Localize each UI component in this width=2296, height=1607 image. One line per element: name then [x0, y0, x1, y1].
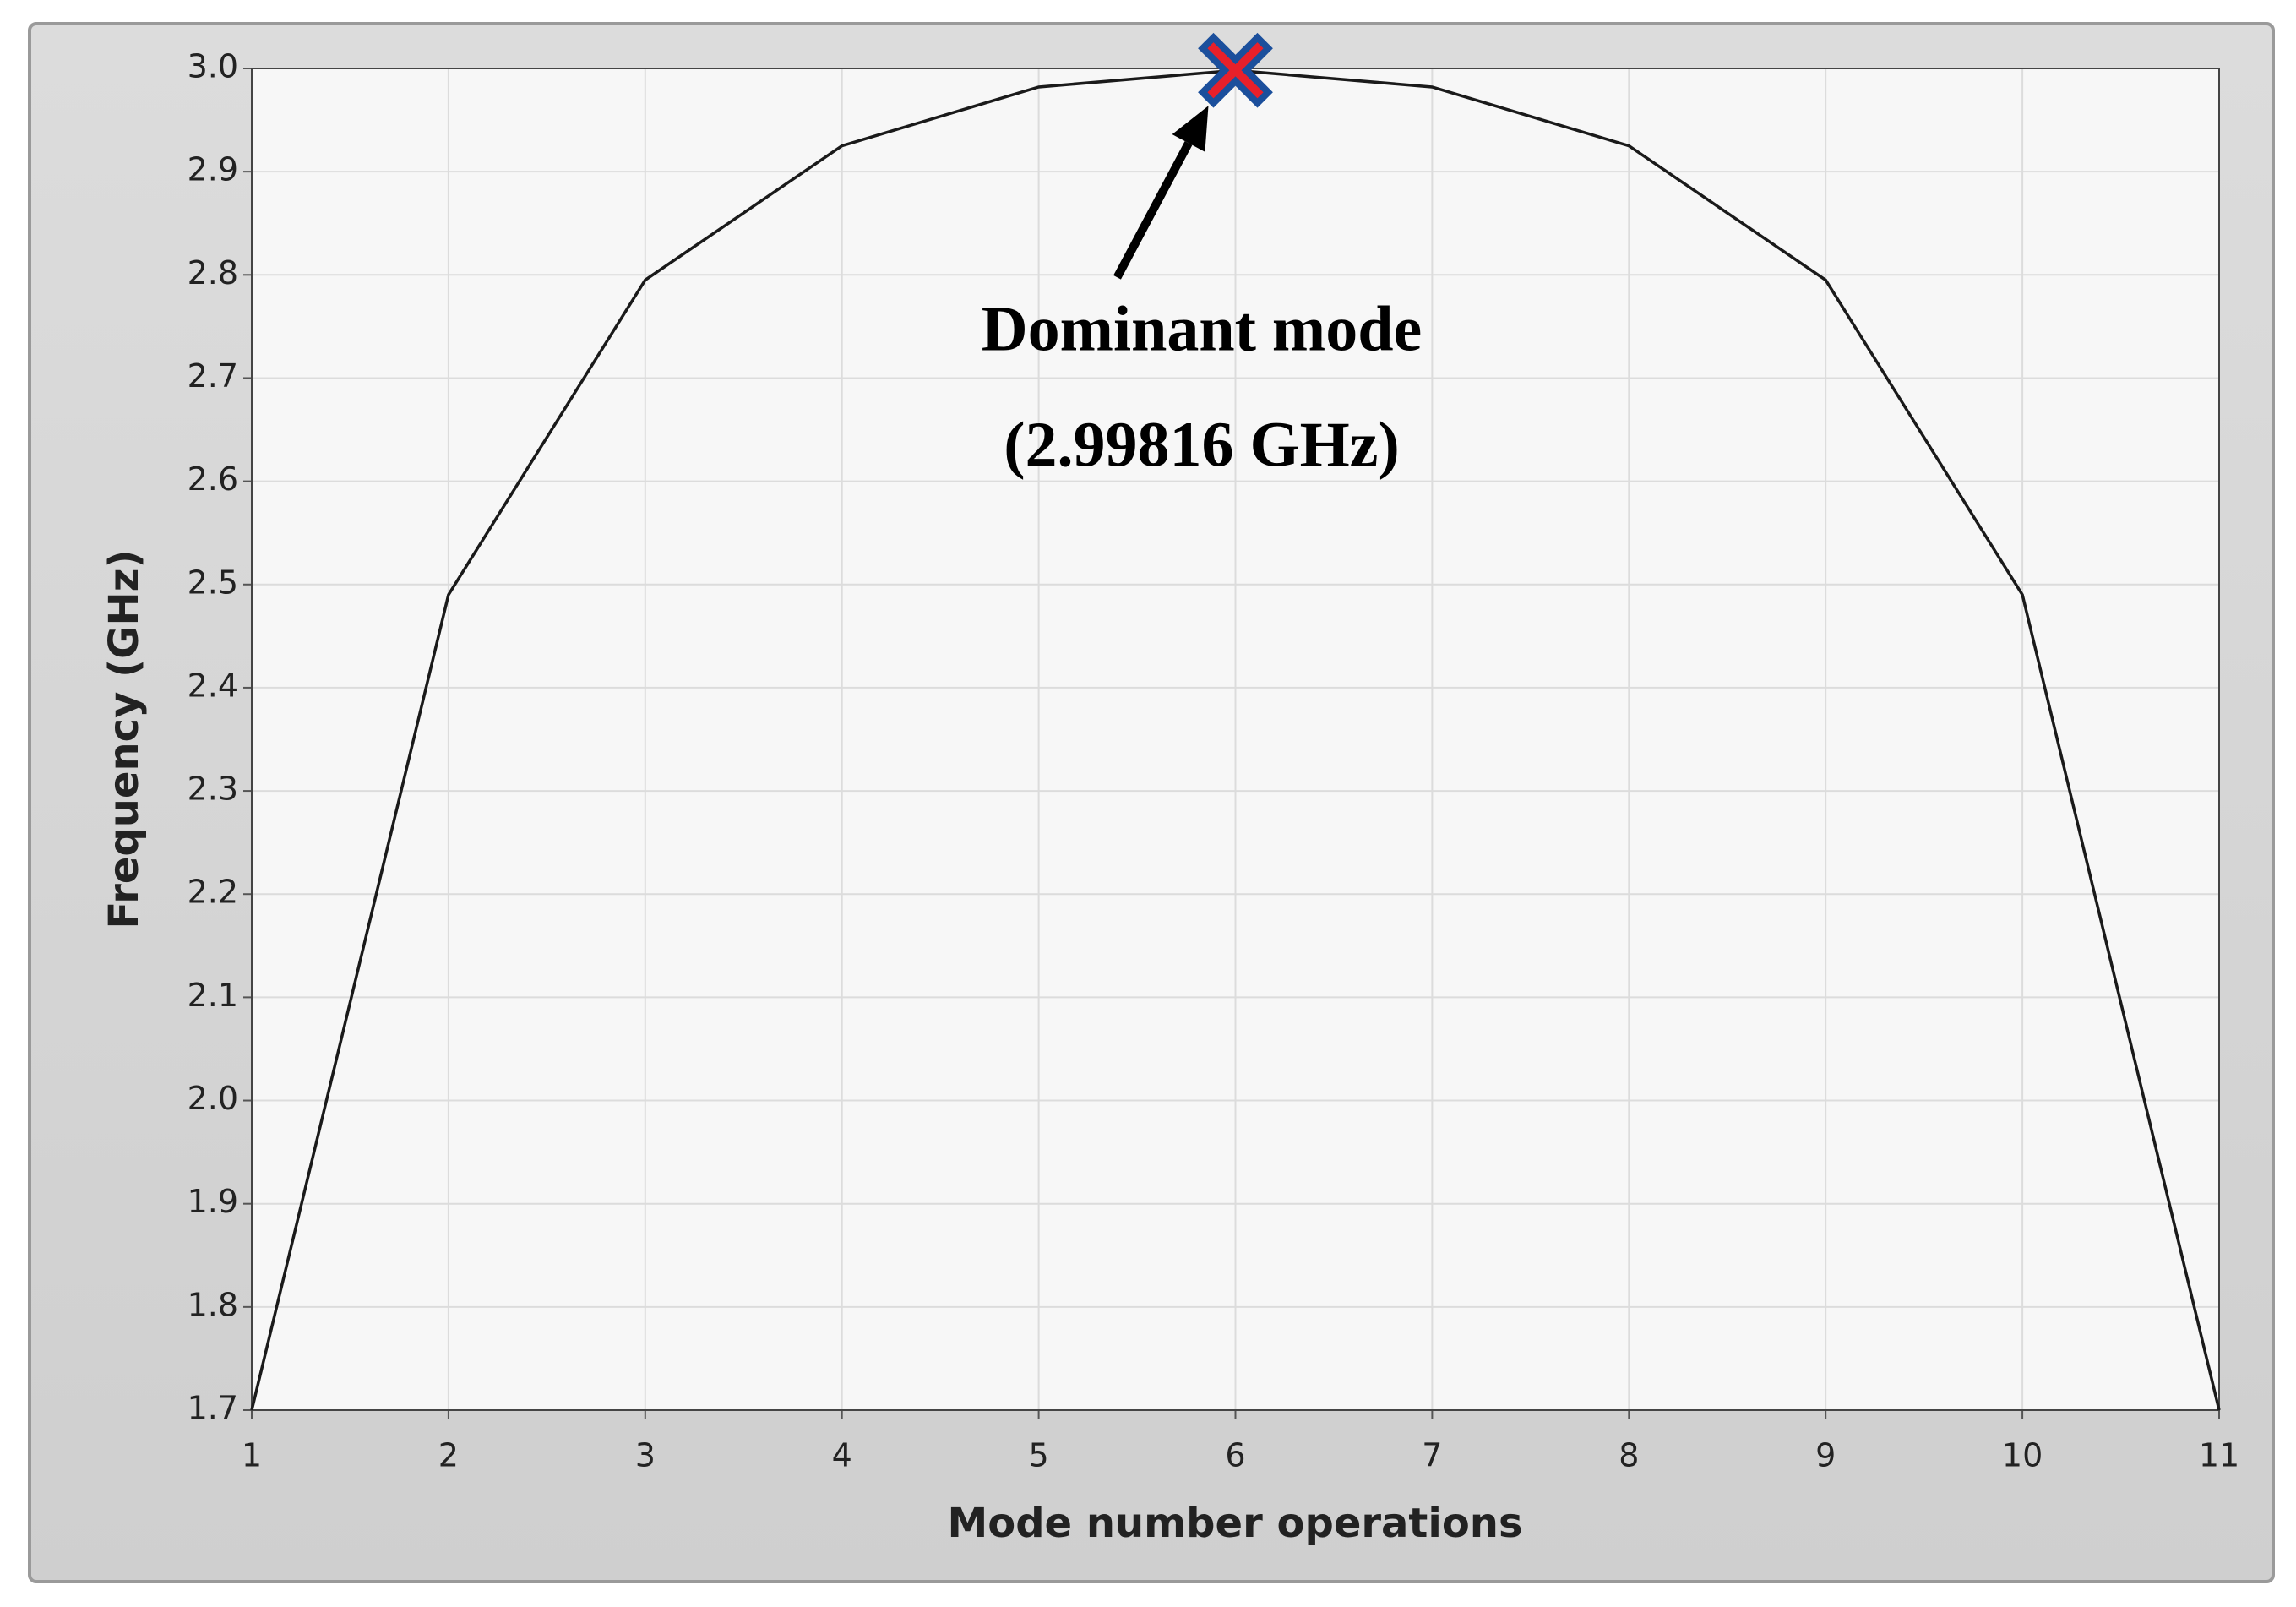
- x-tick-label: 6: [1225, 1437, 1245, 1474]
- y-tick-label: 2.4: [188, 667, 238, 704]
- y-tick-label: 2.3: [188, 771, 238, 808]
- x-tick-label: 1: [242, 1437, 262, 1474]
- y-tick-label: 2.1: [188, 977, 238, 1014]
- x-tick-label: 9: [1815, 1437, 1836, 1474]
- arrow-shaft: [1113, 141, 1193, 280]
- x-axis-title: Mode number operations: [947, 1500, 1522, 1547]
- y-tick-label: 1.8: [188, 1286, 238, 1323]
- x-tick-label: 7: [1422, 1437, 1442, 1474]
- x-tick-label: 2: [438, 1437, 459, 1474]
- x-tick-label: 4: [832, 1437, 852, 1474]
- y-tick-label: 2.8: [188, 254, 238, 291]
- x-tick-label: 10: [2002, 1437, 2043, 1474]
- y-tick-label: 2.5: [188, 564, 238, 601]
- y-tick-label: 2.9: [188, 151, 238, 188]
- x-tick-label: 8: [1619, 1437, 1639, 1474]
- y-tick-label: 2.6: [188, 460, 238, 498]
- x-tick-label: 3: [635, 1437, 656, 1474]
- y-tick-label: 1.9: [188, 1183, 238, 1220]
- y-tick-label: 2.7: [188, 357, 238, 395]
- x-tick-label: 5: [1029, 1437, 1049, 1474]
- y-tick-label: 3.0: [188, 48, 238, 85]
- arrow-head: [1172, 106, 1209, 152]
- annotation-text: (2.99816 GHz): [1004, 409, 1400, 480]
- x-tick-label: 11: [2199, 1437, 2239, 1474]
- y-tick-label: 2.2: [188, 874, 238, 911]
- y-tick-label: 2.0: [188, 1080, 238, 1117]
- marker: [1207, 42, 1264, 99]
- annotation-text: Dominant mode: [982, 293, 1422, 364]
- y-axis-title: Frequency (GHz): [101, 549, 148, 929]
- y-tick-label: 1.7: [188, 1390, 238, 1427]
